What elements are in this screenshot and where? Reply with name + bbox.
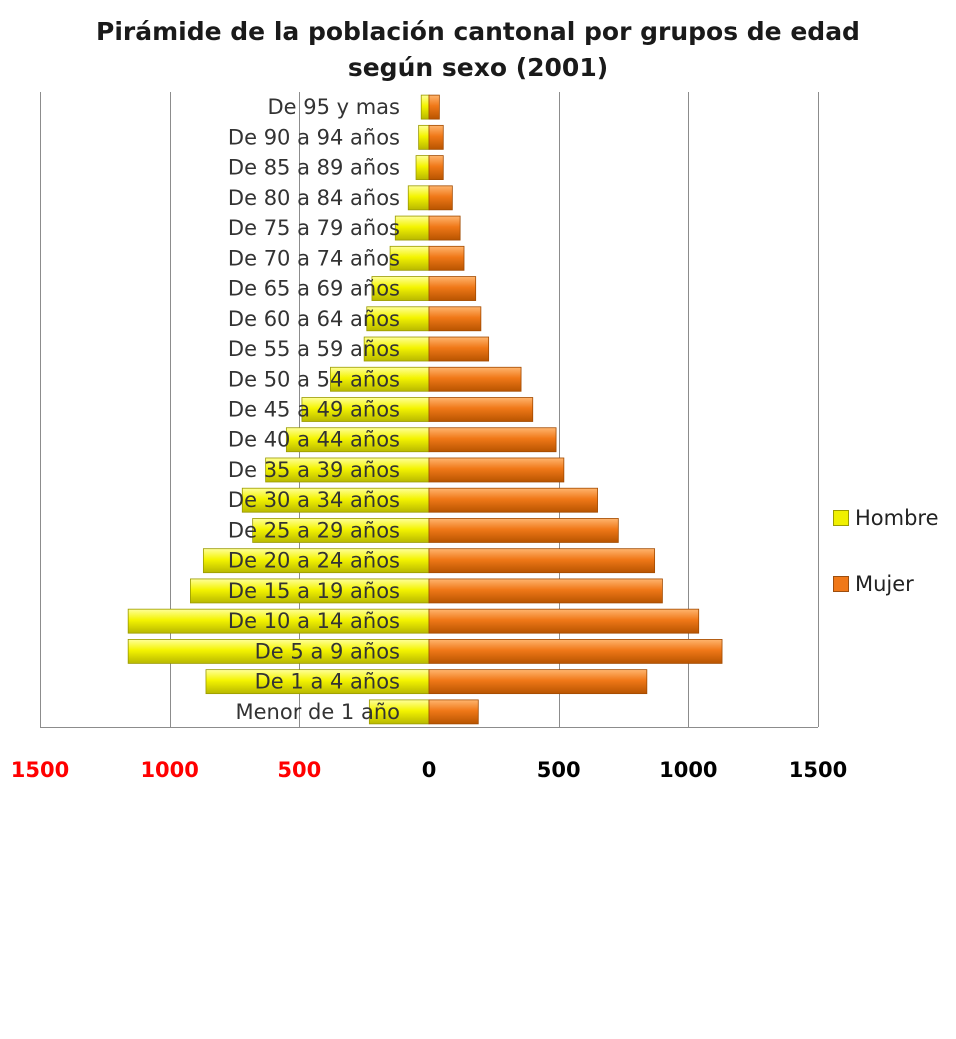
legend: Hombre Mujer <box>833 500 939 632</box>
legend-item-mujer: Mujer <box>833 566 939 602</box>
bar-mujer-14 <box>428 276 477 301</box>
bar-mujer-16 <box>428 215 461 241</box>
category-label-14: De 65 a 69 años <box>228 277 400 301</box>
bar-hombre-12 <box>363 336 430 362</box>
bar-hombre-14 <box>371 276 430 301</box>
bar-mujer-11 <box>428 366 522 392</box>
category-label-20: De 95 y mas <box>267 95 400 119</box>
category-label-1: De 1 a 4 años <box>255 670 400 694</box>
bar-hombre-19 <box>418 124 430 150</box>
bar-hombre-15 <box>389 245 430 271</box>
category-label-9: De 40 a 44 años <box>228 428 400 452</box>
bar-mujer-18 <box>428 155 444 180</box>
category-label-0: Menor de 1 año <box>236 700 401 724</box>
bar-mujer-20 <box>428 94 440 120</box>
category-label-19: De 90 a 94 años <box>228 125 400 149</box>
category-label-16: De 75 a 79 años <box>228 216 400 240</box>
category-label-8: De 35 a 39 años <box>228 458 400 482</box>
bar-hombre-4 <box>190 578 430 604</box>
category-label-11: De 50 a 54 años <box>228 367 400 391</box>
bar-mujer-8 <box>428 457 565 483</box>
category-label-17: De 80 a 84 años <box>228 186 400 210</box>
category-label-4: De 15 a 19 años <box>228 579 400 603</box>
category-label-12: De 55 a 59 años <box>228 337 400 361</box>
legend-item-hombre: Hombre <box>833 500 939 536</box>
bar-mujer-12 <box>428 336 490 362</box>
bar-hombre-13 <box>366 306 430 332</box>
legend-label-hombre: Hombre <box>855 506 939 530</box>
category-label-15: De 70 a 74 años <box>228 246 400 270</box>
bar-hombre-10 <box>301 397 430 422</box>
chart-title: Pirámide de la población cantonal por gr… <box>0 14 956 86</box>
bar-mujer-4 <box>428 578 663 604</box>
category-label-5: De 20 a 24 años <box>228 549 400 573</box>
bar-mujer-5 <box>428 548 656 574</box>
category-label-10: De 45 a 49 años <box>228 398 400 422</box>
bar-mujer-10 <box>428 397 534 422</box>
bar-mujer-7 <box>428 487 598 513</box>
legend-swatch-mujer <box>833 576 849 592</box>
bar-mujer-15 <box>428 245 465 271</box>
bar-mujer-17 <box>428 185 453 211</box>
category-label-18: De 85 a 89 años <box>228 156 400 180</box>
x-tick-label-5: 1000 <box>659 758 717 782</box>
category-label-7: De 30 a 34 años <box>228 488 400 512</box>
x-tick-label-6: 1500 <box>789 758 847 782</box>
category-label-3: De 10 a 14 años <box>228 609 400 633</box>
bar-mujer-6 <box>428 518 619 543</box>
category-label-2: De 5 a 9 años <box>255 639 400 663</box>
category-label-13: De 60 a 64 años <box>228 307 400 331</box>
bar-hombre-6 <box>252 518 430 543</box>
x-tick-label-2: 500 <box>277 758 321 782</box>
bar-hombre-17 <box>407 185 430 211</box>
bar-mujer-1 <box>428 669 648 695</box>
bar-mujer-3 <box>428 608 700 634</box>
bar-hombre-9 <box>285 427 430 453</box>
legend-label-mujer: Mujer <box>855 572 914 596</box>
x-tick-label-3: 0 <box>422 758 437 782</box>
bar-mujer-19 <box>428 124 444 150</box>
category-labels: Menor de 1 año De 1 a 4 años De 5 a 9 años… <box>228 95 400 724</box>
category-label-6: De 25 a 29 años <box>228 518 400 542</box>
bar-hombre-18 <box>415 155 430 180</box>
bar-hombre-3 <box>127 608 430 634</box>
bar-mujer-0 <box>428 699 479 725</box>
bar-mujer-9 <box>428 427 557 453</box>
bars <box>127 94 723 725</box>
bar-hombre-16 <box>394 215 430 241</box>
bar-hombre-20 <box>420 94 430 120</box>
bar-hombre-1 <box>205 669 430 695</box>
bar-hombre-5 <box>202 548 430 574</box>
chart-title-line-1: Pirámide de la población cantonal por gr… <box>96 17 860 46</box>
bar-mujer-2 <box>428 639 723 664</box>
x-tick-label-0: 1500 <box>11 758 69 782</box>
chart-title-line-2: según sexo (2001) <box>347 53 609 82</box>
bar-hombre-2 <box>127 639 430 664</box>
bar-hombre-8 <box>265 457 430 483</box>
x-tick-label-1: 1000 <box>140 758 198 782</box>
bar-mujer-13 <box>428 306 482 332</box>
x-axis-ticks: 1500 1000 500 0 500 1000 1500 <box>11 758 847 782</box>
legend-swatch-hombre <box>833 510 849 526</box>
x-tick-label-4: 500 <box>537 758 581 782</box>
